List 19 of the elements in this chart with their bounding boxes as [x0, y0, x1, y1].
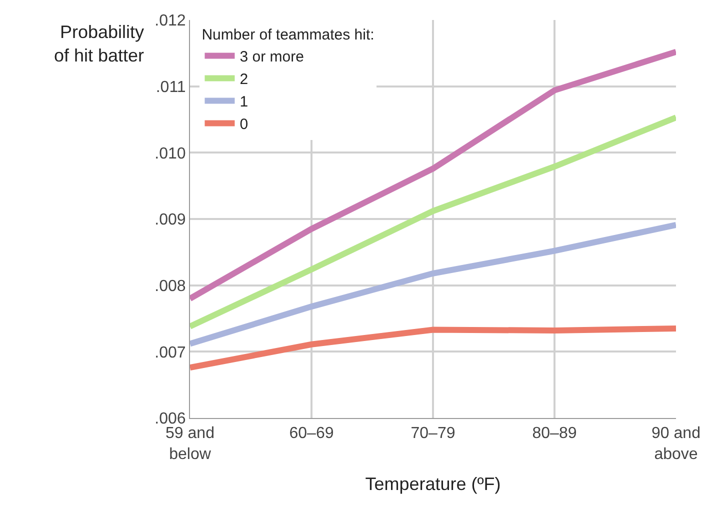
- legend-label: 2: [240, 71, 248, 88]
- y-tick-label: .009: [154, 212, 186, 229]
- x-axis-title: Temperature (ºF): [365, 474, 501, 494]
- x-tick-label: 60–69: [289, 425, 334, 442]
- legend-label: 0: [240, 116, 248, 134]
- y-tick-label: .007: [154, 344, 186, 362]
- y-tick-label: .012: [154, 12, 186, 30]
- x-tick-label: 80–89: [532, 425, 577, 442]
- y-tick-label: .010: [154, 145, 186, 162]
- y-tick-label: .008: [154, 278, 186, 295]
- y-axis-title: Probability of hit batter: [54, 22, 144, 66]
- legend-label: 1: [240, 94, 248, 111]
- x-tick-label: 90 and above: [652, 425, 700, 463]
- x-tick-label: 59 and below: [166, 425, 214, 463]
- legend-label: 3 or more: [240, 48, 304, 66]
- y-tick-label: .006: [154, 410, 186, 428]
- legend-title: Number of teammates hit:: [202, 26, 374, 44]
- x-tick-label: 70–79: [410, 425, 456, 442]
- y-tick-label: .011: [156, 78, 186, 96]
